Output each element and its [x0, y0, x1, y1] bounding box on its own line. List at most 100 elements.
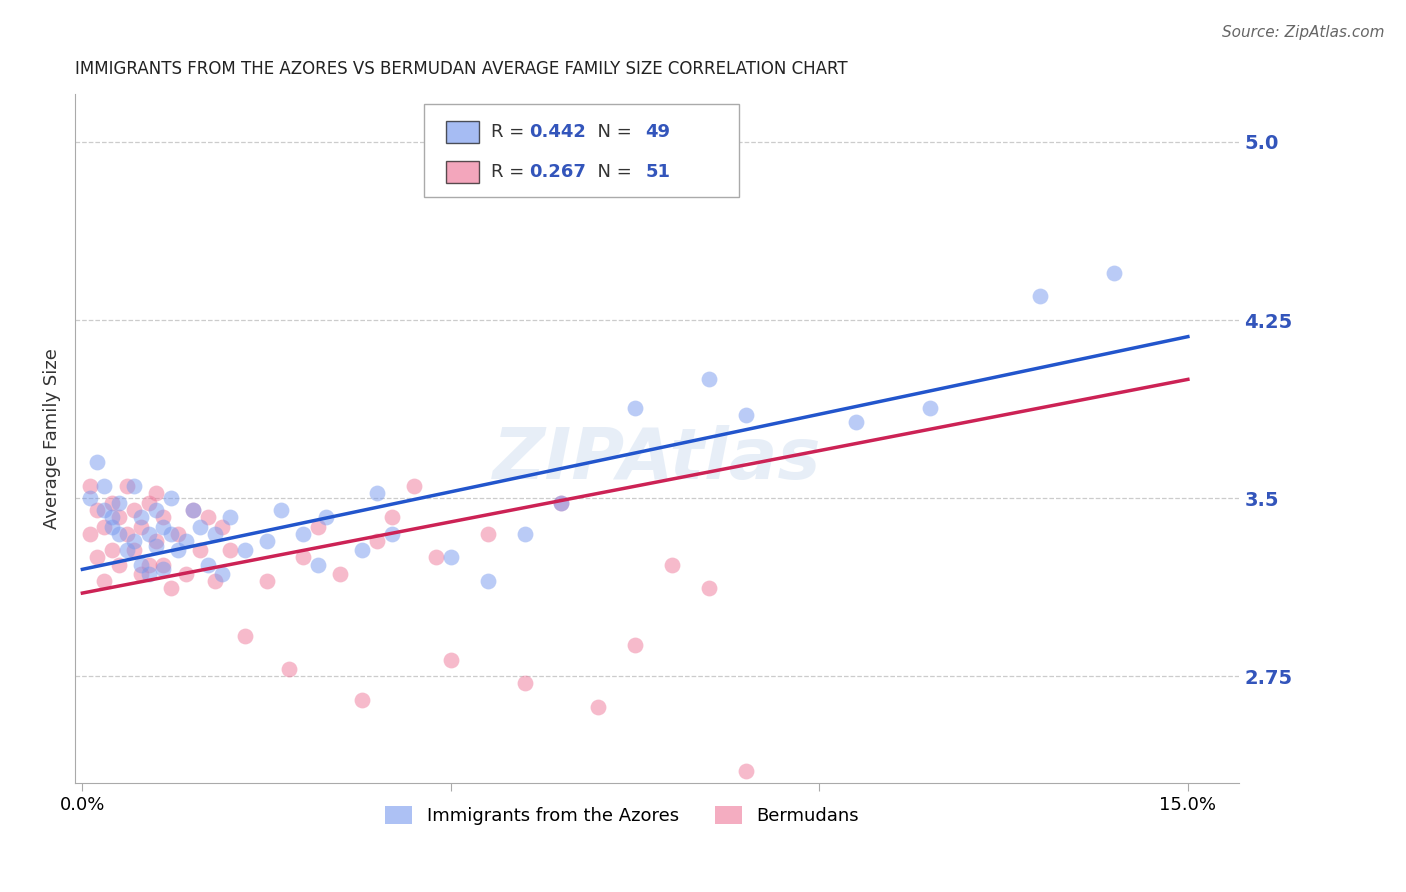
Point: [661, 558, 683, 572]
Point: [366, 486, 388, 500]
Point: [513, 676, 536, 690]
Point: [211, 567, 233, 582]
Text: N =: N =: [586, 122, 638, 141]
Point: [115, 526, 138, 541]
Point: [86, 503, 108, 517]
Point: [108, 496, 131, 510]
Point: [588, 700, 610, 714]
Point: [122, 543, 145, 558]
Point: [256, 533, 278, 548]
Point: [138, 567, 160, 582]
Point: [277, 662, 299, 676]
Point: [440, 550, 463, 565]
Point: [93, 503, 115, 517]
Point: [697, 582, 720, 596]
Point: [108, 510, 131, 524]
Point: [513, 526, 536, 541]
Point: [131, 558, 153, 572]
Point: [218, 543, 240, 558]
Point: [477, 526, 499, 541]
Point: [79, 491, 101, 505]
Point: [122, 503, 145, 517]
Point: [402, 479, 425, 493]
Point: [204, 526, 226, 541]
Point: [270, 503, 292, 517]
Point: [138, 496, 160, 510]
Point: [159, 491, 181, 505]
Point: [101, 496, 124, 510]
Point: [152, 510, 174, 524]
Point: [366, 533, 388, 548]
Point: [845, 415, 868, 429]
Point: [101, 543, 124, 558]
Point: [181, 503, 204, 517]
Text: 49: 49: [645, 122, 671, 141]
Point: [122, 533, 145, 548]
Point: [131, 510, 153, 524]
Point: [145, 533, 167, 548]
Point: [86, 550, 108, 565]
Point: [145, 486, 167, 500]
Point: [108, 558, 131, 572]
Point: [122, 479, 145, 493]
Y-axis label: Average Family Size: Average Family Size: [44, 348, 60, 529]
Point: [131, 519, 153, 533]
Point: [167, 526, 190, 541]
Point: [101, 519, 124, 533]
Point: [93, 479, 115, 493]
Text: R =: R =: [491, 122, 530, 141]
Point: [79, 526, 101, 541]
Point: [352, 693, 374, 707]
Point: [440, 652, 463, 666]
FancyBboxPatch shape: [447, 120, 479, 143]
Point: [256, 574, 278, 589]
Point: [329, 567, 352, 582]
Point: [624, 401, 647, 415]
Point: [918, 401, 941, 415]
Point: [145, 539, 167, 553]
Point: [477, 574, 499, 589]
Point: [292, 550, 315, 565]
Point: [115, 479, 138, 493]
Text: ZIPAtlas: ZIPAtlas: [494, 425, 821, 494]
Point: [93, 519, 115, 533]
Point: [138, 526, 160, 541]
Point: [734, 408, 756, 422]
Point: [233, 543, 256, 558]
Point: [352, 543, 374, 558]
Point: [167, 543, 190, 558]
Point: [211, 519, 233, 533]
Point: [86, 455, 108, 469]
Point: [159, 526, 181, 541]
Point: [218, 510, 240, 524]
Point: [233, 629, 256, 643]
Point: [131, 567, 153, 582]
Point: [152, 558, 174, 572]
Point: [315, 510, 337, 524]
Point: [204, 574, 226, 589]
Point: [624, 638, 647, 652]
Point: [188, 543, 211, 558]
Point: [307, 519, 329, 533]
Point: [115, 543, 138, 558]
Text: IMMIGRANTS FROM THE AZORES VS BERMUDAN AVERAGE FAMILY SIZE CORRELATION CHART: IMMIGRANTS FROM THE AZORES VS BERMUDAN A…: [75, 60, 848, 78]
Point: [1029, 289, 1052, 303]
Point: [174, 533, 197, 548]
Text: 0.442: 0.442: [529, 122, 586, 141]
Point: [734, 764, 756, 779]
Point: [152, 519, 174, 533]
Point: [307, 558, 329, 572]
Text: 0.267: 0.267: [529, 163, 586, 181]
Point: [197, 510, 219, 524]
Point: [550, 496, 572, 510]
Point: [181, 503, 204, 517]
Point: [79, 479, 101, 493]
Point: [1102, 266, 1125, 280]
Point: [381, 510, 404, 524]
Point: [188, 519, 211, 533]
Point: [174, 567, 197, 582]
Point: [108, 526, 131, 541]
Point: [138, 558, 160, 572]
Point: [145, 503, 167, 517]
Legend: Immigrants from the Azores, Bermudans: Immigrants from the Azores, Bermudans: [378, 798, 866, 832]
